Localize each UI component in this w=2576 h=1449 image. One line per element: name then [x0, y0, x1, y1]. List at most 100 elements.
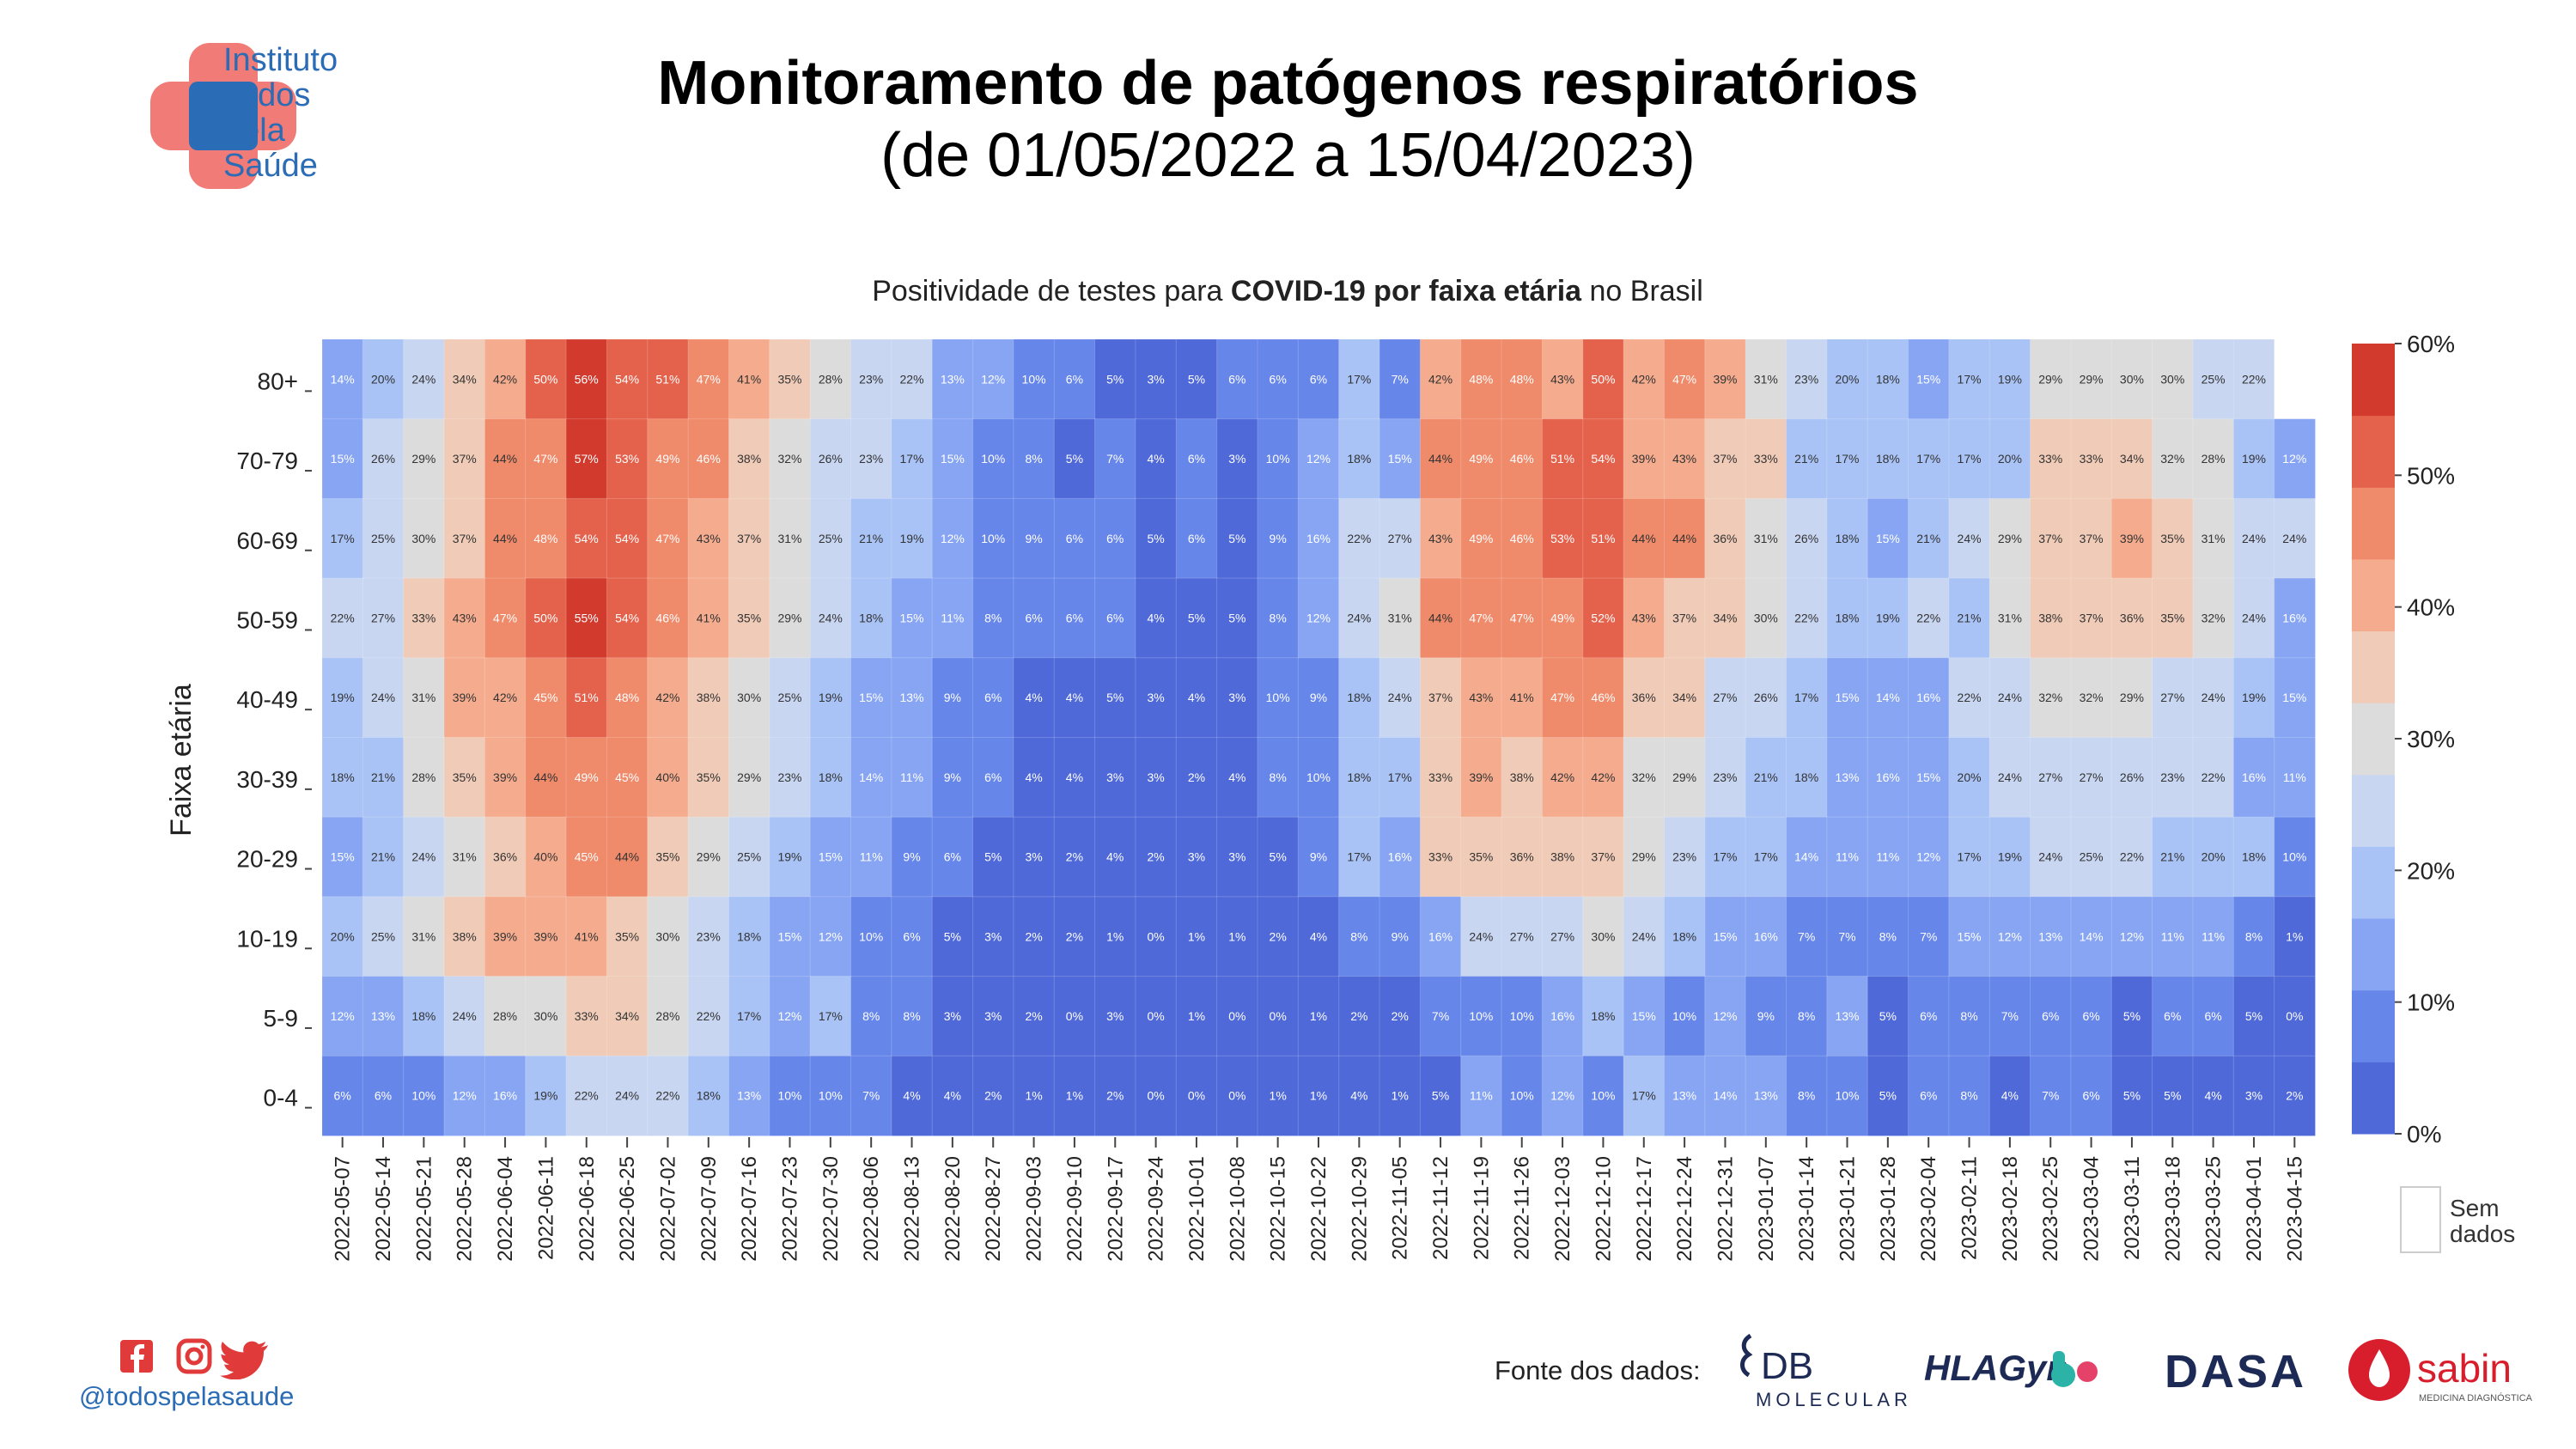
- column-label: 2022-10-01: [1185, 1156, 1209, 1262]
- heatmap-cell: [891, 657, 934, 739]
- cell-value-label: 20%: [371, 372, 395, 386]
- heatmap-cell: [2232, 1055, 2275, 1137]
- cell-value-label: 6%: [2042, 1009, 2059, 1023]
- cell-value-label: 8%: [862, 1009, 880, 1023]
- heatmap-cell: [931, 577, 974, 659]
- heatmap-cell: [687, 1055, 730, 1137]
- cell-value-label: 2%: [1350, 1009, 1367, 1023]
- heatmap-cell: [2274, 976, 2317, 1057]
- cell-value-label: 26%: [371, 452, 395, 466]
- cell-value-label: 5%: [2123, 1009, 2141, 1023]
- cell-value-label: 2%: [1066, 850, 1083, 864]
- heatmap-cell: [2030, 497, 2072, 580]
- cell-value-label: 48%: [1510, 372, 1534, 386]
- heatmap-cell: [931, 816, 974, 898]
- heatmap-cell: [1541, 976, 1584, 1057]
- column-label: 2022-10-15: [1267, 1156, 1290, 1262]
- heatmap-cell: [1419, 737, 1462, 819]
- row-label: 20-29: [236, 846, 298, 873]
- heatmap-cell: [1460, 418, 1503, 500]
- facebook-icon[interactable]: [120, 1340, 153, 1373]
- heatmap-cell: [728, 338, 770, 420]
- heatmap-cell: [1338, 338, 1381, 420]
- logo-cross-icon: [150, 43, 296, 189]
- cell-value-label: 29%: [777, 611, 801, 624]
- cell-value-label: 43%: [1428, 532, 1452, 545]
- heatmap-cell: [525, 577, 568, 659]
- heatmap-cell: [1948, 418, 1991, 500]
- heatmap-cell: [1094, 657, 1136, 739]
- column-label: 2022-11-19: [1470, 1156, 1493, 1260]
- cell-value-label: 23%: [2160, 770, 2184, 784]
- cell-value-label: 7%: [1106, 452, 1124, 466]
- cell-value-label: 22%: [900, 372, 924, 386]
- colorbar-tick-label: 40%: [2407, 594, 2455, 621]
- column-label: 2022-11-26: [1511, 1156, 1534, 1260]
- cell-value-label: 45%: [615, 770, 639, 784]
- heatmap-cell: [728, 896, 770, 977]
- cell-value-label: 11%: [1876, 850, 1899, 864]
- heatmap-cell: [931, 657, 974, 739]
- cell-value-label: 7%: [1432, 1009, 1449, 1023]
- heatmap-cell: [2070, 418, 2113, 500]
- column-label: 2022-05-21: [412, 1156, 435, 1262]
- cell-value-label: 6%: [1106, 532, 1124, 545]
- cell-value-label: 19%: [819, 691, 843, 704]
- cell-value-label: 10%: [1266, 452, 1290, 466]
- cell-value-label: 47%: [493, 611, 517, 624]
- cell-value-label: 11%: [2283, 770, 2306, 784]
- cell-value-label: 18%: [1347, 691, 1371, 704]
- instagram-icon[interactable]: [176, 1338, 212, 1374]
- cell-value-label: 10%: [859, 929, 883, 943]
- twitter-icon[interactable]: [220, 1341, 268, 1379]
- heatmap-cell: [769, 657, 812, 739]
- cell-value-label: 43%: [1672, 452, 1696, 466]
- column-label: 2023-04-01: [2243, 1156, 2266, 1262]
- heatmap-cell: [1826, 418, 1869, 500]
- cell-value-label: 1%: [2286, 929, 2303, 943]
- cell-value-label: 12%: [1916, 850, 1940, 864]
- heatmap-cell: [1175, 577, 1218, 659]
- cell-value-label: 49%: [655, 452, 679, 466]
- heatmap-cell: [2274, 497, 2317, 580]
- heatmap-cell: [769, 1055, 812, 1137]
- heatmap-cell: [1053, 816, 1096, 898]
- cell-value-label: 21%: [371, 770, 395, 784]
- social-handle[interactable]: @todospelasaude: [79, 1381, 295, 1411]
- cell-value-label: 7%: [2042, 1089, 2059, 1103]
- cell-value-label: 28%: [2201, 452, 2226, 466]
- cell-value-label: 24%: [2242, 532, 2266, 545]
- cell-value-label: 54%: [1591, 452, 1615, 466]
- page-subtitle: (de 01/05/2022 a 15/04/2023): [880, 121, 1696, 190]
- colorbar-tick-label: 10%: [2407, 989, 2455, 1016]
- heatmap-cell: [1419, 976, 1462, 1057]
- cell-value-label: 6%: [2205, 1009, 2222, 1023]
- cell-value-label: 48%: [1469, 372, 1493, 386]
- cell-value-label: 44%: [615, 850, 639, 864]
- org-name-line: Todos: [223, 77, 311, 113]
- colorbar-tick-label: 0%: [2407, 1121, 2441, 1148]
- cell-value-label: 2%: [1270, 929, 1287, 943]
- cell-value-label: 22%: [1958, 691, 1982, 704]
- cell-value-label: 25%: [371, 929, 395, 943]
- heatmap-cell: [1663, 1055, 1706, 1137]
- heatmap-cell: [1460, 577, 1503, 659]
- cell-value-label: 10%: [1591, 1089, 1615, 1103]
- cell-value-label: 15%: [1958, 929, 1982, 943]
- cell-value-label: 26%: [2120, 770, 2144, 784]
- cell-value-label: 39%: [1469, 770, 1493, 784]
- cell-value-label: 47%: [1550, 691, 1574, 704]
- cell-value-label: 3%: [2245, 1089, 2262, 1103]
- heatmap-cell: [484, 338, 527, 420]
- cell-value-label: 6%: [1310, 372, 1327, 386]
- cell-value-label: 25%: [371, 532, 395, 545]
- cell-value-label: 23%: [1713, 770, 1737, 784]
- cell-value-label: 3%: [984, 1009, 1002, 1023]
- cell-value-label: 6%: [1920, 1009, 1937, 1023]
- cell-value-label: 0%: [1147, 929, 1164, 943]
- cell-value-label: 39%: [453, 691, 477, 704]
- cell-value-label: 22%: [2242, 372, 2266, 386]
- cell-value-label: 35%: [615, 929, 639, 943]
- heatmap-cell: [1135, 657, 1178, 739]
- heatmap-cell: [1867, 657, 1909, 739]
